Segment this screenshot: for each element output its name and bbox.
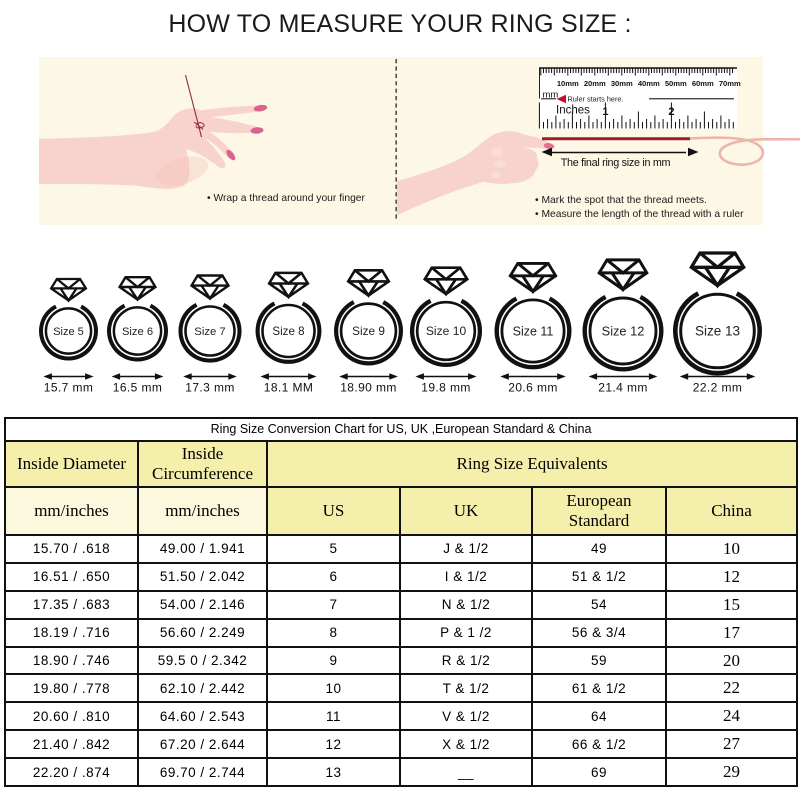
svg-text:1: 1 — [602, 106, 608, 118]
svg-text:Size 10: Size 10 — [426, 324, 467, 338]
svg-text:Size 5: Size 5 — [53, 326, 84, 338]
svg-text:16.5 mm: 16.5 mm — [113, 381, 162, 395]
svg-text:20mm: 20mm — [584, 79, 606, 88]
svg-text:mm: mm — [543, 90, 559, 101]
svg-text:2: 2 — [668, 106, 674, 118]
svg-text:18.1 MM: 18.1 MM — [264, 381, 313, 395]
svg-text:Inches: Inches — [556, 105, 590, 117]
svg-text:Size 11: Size 11 — [513, 324, 554, 338]
svg-text:21.4 mm: 21.4 mm — [598, 381, 647, 395]
svg-text:40mm: 40mm — [638, 79, 660, 88]
svg-text:50mm: 50mm — [665, 79, 687, 88]
svg-text:Size 7: Size 7 — [194, 326, 225, 338]
svg-text:60mm: 60mm — [692, 79, 714, 88]
svg-text:20.6 mm: 20.6 mm — [508, 381, 557, 395]
svg-text:10mm: 10mm — [557, 79, 579, 88]
svg-text:Size 8: Size 8 — [272, 325, 304, 338]
svg-text:18.90 mm: 18.90 mm — [340, 381, 397, 395]
svg-text:Size 13: Size 13 — [695, 324, 740, 339]
svg-text:Ruler starts here.: Ruler starts here. — [568, 94, 624, 103]
svg-text:The final ring size in mm: The final ring size in mm — [561, 157, 671, 169]
svg-text:17.3 mm: 17.3 mm — [185, 381, 234, 395]
svg-text:15.7 mm: 15.7 mm — [44, 381, 93, 395]
svg-text:Size 6: Size 6 — [122, 326, 153, 338]
svg-text:19.8 mm: 19.8 mm — [421, 381, 470, 395]
svg-text:30mm: 30mm — [611, 79, 633, 88]
svg-text:Size 12: Size 12 — [602, 324, 645, 339]
svg-text:Size 9: Size 9 — [352, 324, 385, 338]
svg-text:70mm: 70mm — [719, 79, 741, 88]
svg-text:22.2 mm: 22.2 mm — [693, 381, 742, 395]
